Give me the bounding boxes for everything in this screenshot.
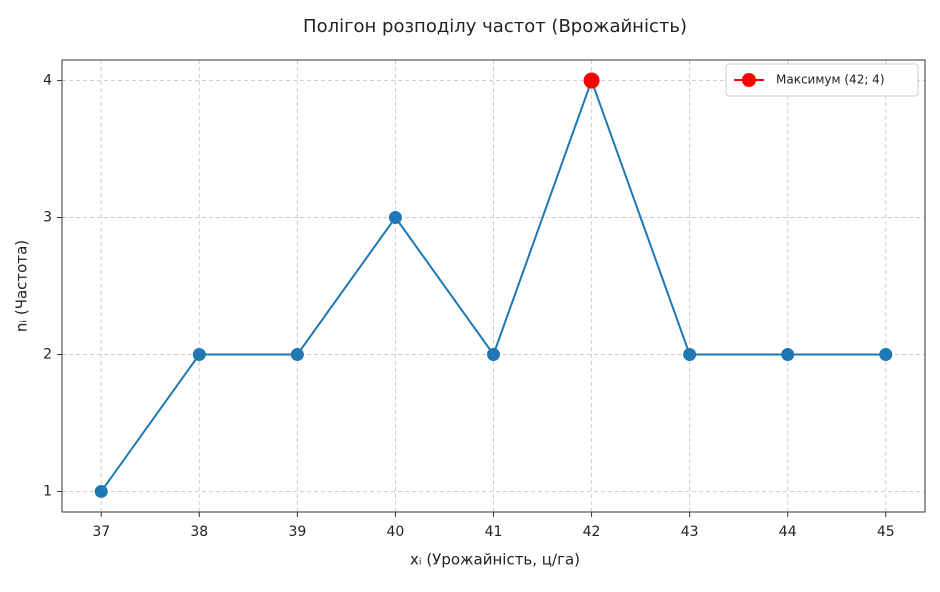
marker bbox=[683, 347, 697, 361]
legend-box bbox=[725, 63, 919, 97]
marker bbox=[487, 347, 500, 361]
x-tick-label: 41 bbox=[485, 524, 503, 540]
plot-frame bbox=[61, 59, 926, 513]
legend: Максимум (42; 4) bbox=[725, 63, 919, 97]
y-tick-label: 3 bbox=[43, 210, 52, 226]
y-tick-label: 1 bbox=[43, 483, 52, 499]
x-tick-label: 45 bbox=[877, 524, 895, 540]
marker bbox=[583, 72, 600, 89]
x-tick-label: 39 bbox=[288, 524, 306, 540]
chart-title: Полігон розподілу частот (Врожайність) bbox=[303, 16, 687, 37]
legend-label: Максимум (42; 4) bbox=[776, 73, 885, 87]
marker bbox=[192, 347, 206, 361]
y-tick-label: 2 bbox=[43, 346, 52, 362]
marker bbox=[879, 347, 893, 361]
x-tick-label: 37 bbox=[92, 524, 110, 540]
marker bbox=[290, 347, 304, 361]
x-tick-label: 42 bbox=[583, 524, 601, 540]
y-axis-label: nᵢ (Частота) bbox=[13, 240, 31, 332]
marker bbox=[388, 211, 402, 225]
x-tick-label: 40 bbox=[387, 524, 405, 540]
y-tick-label: 4 bbox=[43, 73, 52, 89]
x-tick-label: 43 bbox=[681, 524, 699, 540]
legend-marker bbox=[742, 73, 756, 87]
x-axis-label: xᵢ (Урожайність, ц/га) bbox=[410, 551, 580, 569]
marker bbox=[94, 484, 108, 498]
x-tick-label: 38 bbox=[190, 524, 208, 540]
x-tick-label: 44 bbox=[779, 524, 797, 540]
marker bbox=[781, 347, 795, 361]
